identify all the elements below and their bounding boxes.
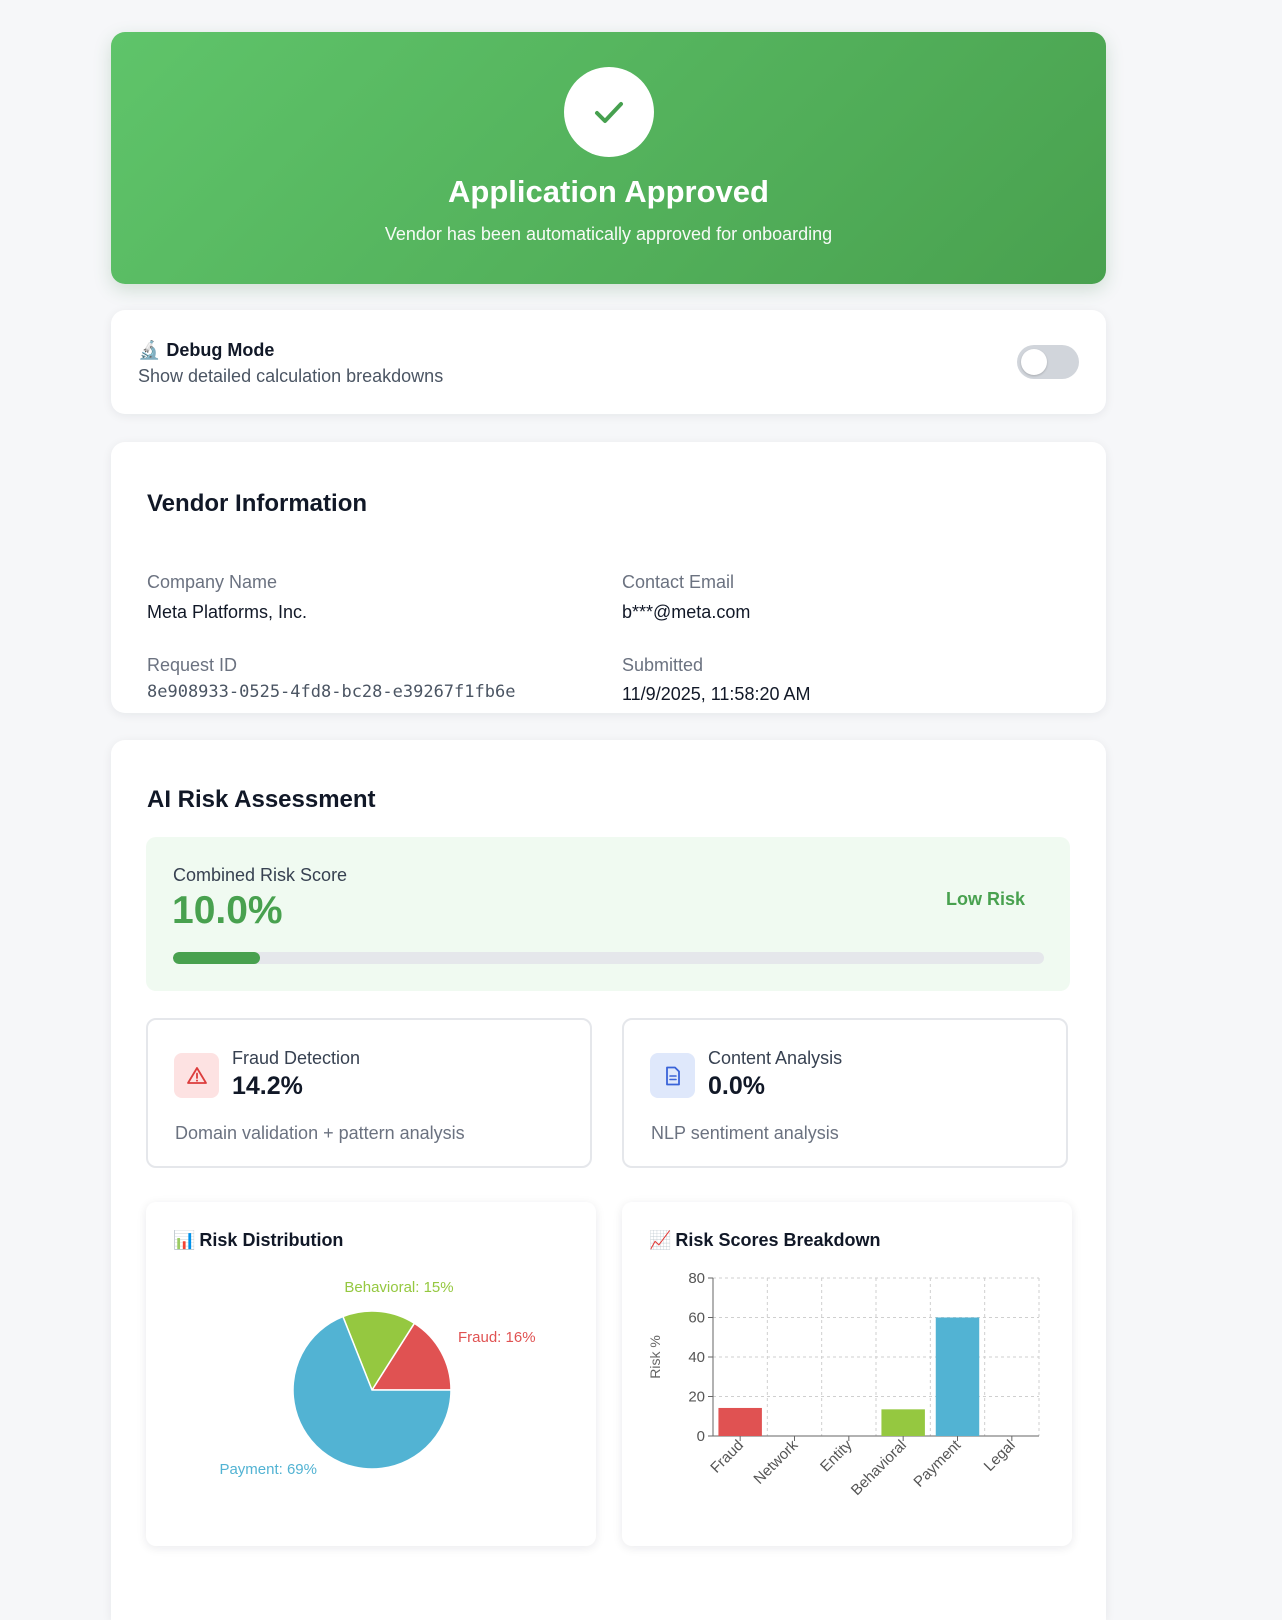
content-analysis-desc: NLP sentiment analysis xyxy=(651,1123,839,1143)
y-tick-label: 20 xyxy=(688,1389,705,1406)
check-icon xyxy=(564,67,654,157)
combined-score-bar xyxy=(173,952,1044,964)
x-tick-label: Legal xyxy=(981,1437,1019,1475)
fraud-detection-card: Fraud Detection 14.2% Domain validation … xyxy=(146,1018,592,1168)
request-id-label: Request ID xyxy=(147,655,238,675)
submitted-value: 11/9/2025, 11:58:20 AM xyxy=(622,684,811,704)
pie-slice[interactable] xyxy=(341,1310,416,1392)
vendor-info-card: Vendor Information Company Name Meta Pla… xyxy=(111,442,1106,713)
vendor-info-title: Vendor Information xyxy=(147,490,368,517)
pie-slice-label: Fraud: 16% xyxy=(458,1329,536,1346)
combined-score-value: 10.0% xyxy=(172,889,283,932)
risk-assessment-card: AI Risk Assessment Combined Risk Score 1… xyxy=(111,740,1106,1620)
debug-title: Debug Mode xyxy=(166,340,275,360)
risk-distribution-chart: Fraud: 16% Behavioral: 15% Payment: 69% xyxy=(219,1279,536,1478)
debug-toggle[interactable] xyxy=(1017,345,1079,379)
bar[interactable] xyxy=(881,1409,925,1436)
pie-slice[interactable] xyxy=(370,1322,452,1391)
request-id-value: 8e908933-0525-4fd8-bc28-e39267f1fb6e xyxy=(147,682,516,702)
y-tick-label: 40 xyxy=(688,1349,705,1366)
approval-banner: Application Approved Vendor has been aut… xyxy=(111,32,1106,284)
content-analysis-card: Content Analysis 0.0% NLP sentiment anal… xyxy=(622,1018,1068,1168)
company-name-label: Company Name xyxy=(147,572,278,592)
contact-email-value: b***@meta.com xyxy=(622,602,751,622)
fraud-detection-title: Fraud Detection xyxy=(232,1048,361,1068)
content-analysis-value: 0.0% xyxy=(708,1072,765,1100)
content-analysis-title: Content Analysis xyxy=(708,1048,843,1068)
page: Application Approved Vendor has been aut… xyxy=(111,32,1106,1620)
pie-slice[interactable] xyxy=(292,1315,452,1470)
approval-subtitle: Vendor has been automatically approved f… xyxy=(384,224,833,244)
y-tick-label: 60 xyxy=(688,1310,705,1327)
warning-icon xyxy=(174,1053,219,1098)
microscope-icon: 🔬 xyxy=(138,340,161,360)
pie-slice-label: Payment: 69% xyxy=(219,1461,317,1478)
bar[interactable] xyxy=(718,1407,762,1436)
toggle-knob xyxy=(1021,349,1047,375)
submitted-label: Submitted xyxy=(622,655,704,675)
risk-assessment-title: AI Risk Assessment xyxy=(147,786,376,813)
y-axis-label: Risk % xyxy=(647,1335,663,1379)
debug-card: 🔬 Debug Mode Show detailed calculation b… xyxy=(111,310,1106,414)
risk-level-badge: Low Risk xyxy=(945,889,1025,909)
x-tick-label: Fraud xyxy=(707,1437,747,1477)
risk-distribution-title: Risk Distribution xyxy=(199,1230,344,1250)
bar[interactable] xyxy=(935,1317,980,1437)
approval-title: Application Approved xyxy=(448,174,769,209)
fraud-detection-desc: Domain validation + pattern analysis xyxy=(175,1123,465,1143)
risk-breakdown-card: 📈 Risk Scores Breakdown 0 20 40 60 80 Fraud Ne… xyxy=(622,1202,1072,1546)
y-tick-label: 80 xyxy=(688,1270,705,1287)
pie-slice-label: Behavioral: 15% xyxy=(344,1279,453,1296)
combined-score-panel: Combined Risk Score 10.0% Low Risk xyxy=(146,837,1070,991)
y-tick-label: 0 xyxy=(697,1428,705,1445)
fraud-detection-value: 14.2% xyxy=(232,1072,303,1100)
contact-email-label: Contact Email xyxy=(622,572,735,592)
risk-breakdown-title: Risk Scores Breakdown xyxy=(675,1230,881,1250)
x-tick-label: Payment xyxy=(910,1436,964,1490)
company-name-value: Meta Platforms, Inc. xyxy=(147,602,308,622)
x-tick-label: Behavioral xyxy=(848,1437,910,1499)
line-chart-icon: 📈 xyxy=(649,1230,672,1250)
combined-score-label: Combined Risk Score xyxy=(173,865,348,885)
debug-subtitle: Show detailed calculation breakdowns xyxy=(138,366,444,386)
x-tick-label: Entity xyxy=(817,1436,856,1475)
risk-distribution-card: 📊 Risk Distribution Fraud: 16% Behavioral… xyxy=(146,1202,596,1546)
combined-score-fill xyxy=(173,952,261,964)
document-icon xyxy=(650,1053,695,1098)
x-tick-label: Network xyxy=(750,1436,801,1487)
bar-chart-icon: 📊 xyxy=(173,1230,196,1250)
